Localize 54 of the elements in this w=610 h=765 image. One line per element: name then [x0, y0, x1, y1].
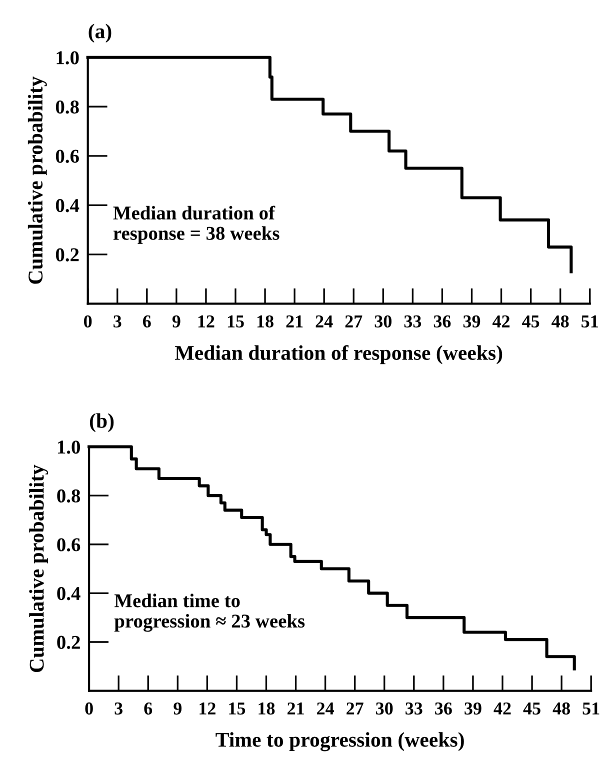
- chart-title: (a): [88, 24, 112, 43]
- x-tick-label: 6: [144, 702, 152, 715]
- x-tick-label: 0: [85, 702, 93, 715]
- x-tick-label: 48: [552, 702, 570, 715]
- x-tick-label: 39: [464, 702, 482, 715]
- chart-title: (b): [90, 413, 114, 432]
- x-tick-label: 0: [84, 315, 92, 328]
- x-tick-label: 24: [316, 315, 333, 328]
- x-tick-label: 33: [404, 315, 422, 328]
- y-tick-label: 0.2: [57, 636, 80, 650]
- y-tick-label: 0.6: [56, 150, 79, 163]
- x-tick-label: 18: [258, 702, 275, 715]
- y-axis-title: Cumulative probability: [28, 76, 47, 284]
- y-tick-label: 0.6: [57, 538, 80, 552]
- y-axis-title: Cumulative probability: [29, 464, 48, 672]
- x-tick-label: 24: [317, 702, 334, 714]
- x-tick-label: 9: [172, 315, 180, 328]
- x-tick-label: 36: [434, 315, 451, 328]
- x-tick-label: 36: [435, 702, 452, 715]
- annotation: Median duration of response = 38 weeks: [113, 206, 280, 244]
- x-tick-label: 45: [522, 315, 540, 328]
- x-tick-label: 30: [374, 315, 392, 328]
- x-tick-label: 33: [406, 702, 422, 715]
- x-tick-label: 45: [523, 702, 540, 715]
- y-tick-label: 0.2: [56, 248, 79, 262]
- x-tick-label: 51: [582, 315, 598, 328]
- x-tick-label: 51: [582, 702, 600, 715]
- y-tick-label: 0.4: [56, 198, 80, 212]
- x-tick-label: 3: [114, 702, 122, 715]
- x-tick-label: 21: [288, 702, 304, 714]
- x-tick-label: 12: [198, 315, 214, 328]
- x-tick-label: 39: [463, 315, 480, 328]
- x-axis-title: Median duration of response (weeks): [175, 345, 502, 364]
- x-tick-label: 15: [229, 702, 246, 715]
- y-tick-label: 0.4: [57, 586, 80, 600]
- x-tick-label: 12: [200, 702, 216, 714]
- x-tick-label: 27: [345, 315, 362, 328]
- x-tick-label: 18: [257, 315, 274, 328]
- x-tick-label: 21: [286, 315, 303, 328]
- x-tick-label: 42: [492, 315, 510, 328]
- x-tick-label: 30: [376, 702, 393, 715]
- x-tick-label: 48: [552, 315, 569, 328]
- x-tick-label: 15: [228, 315, 244, 328]
- annotation: Median time to progression ≈ 23 weeks: [114, 594, 305, 632]
- y-tick-label: 0.8: [56, 100, 79, 114]
- y-tick-label: 1.0: [58, 440, 80, 454]
- x-tick-label: 42: [494, 702, 511, 714]
- x-tick-label: 6: [143, 315, 151, 328]
- x-tick-label: 9: [174, 702, 182, 715]
- x-tick-label: 3: [114, 315, 122, 328]
- y-tick-label: 0.8: [57, 489, 80, 503]
- y-tick-label: 1.0: [56, 51, 79, 64]
- x-tick-label: 27: [346, 702, 364, 714]
- x-axis-title: Time to progression (weeks): [216, 732, 464, 752]
